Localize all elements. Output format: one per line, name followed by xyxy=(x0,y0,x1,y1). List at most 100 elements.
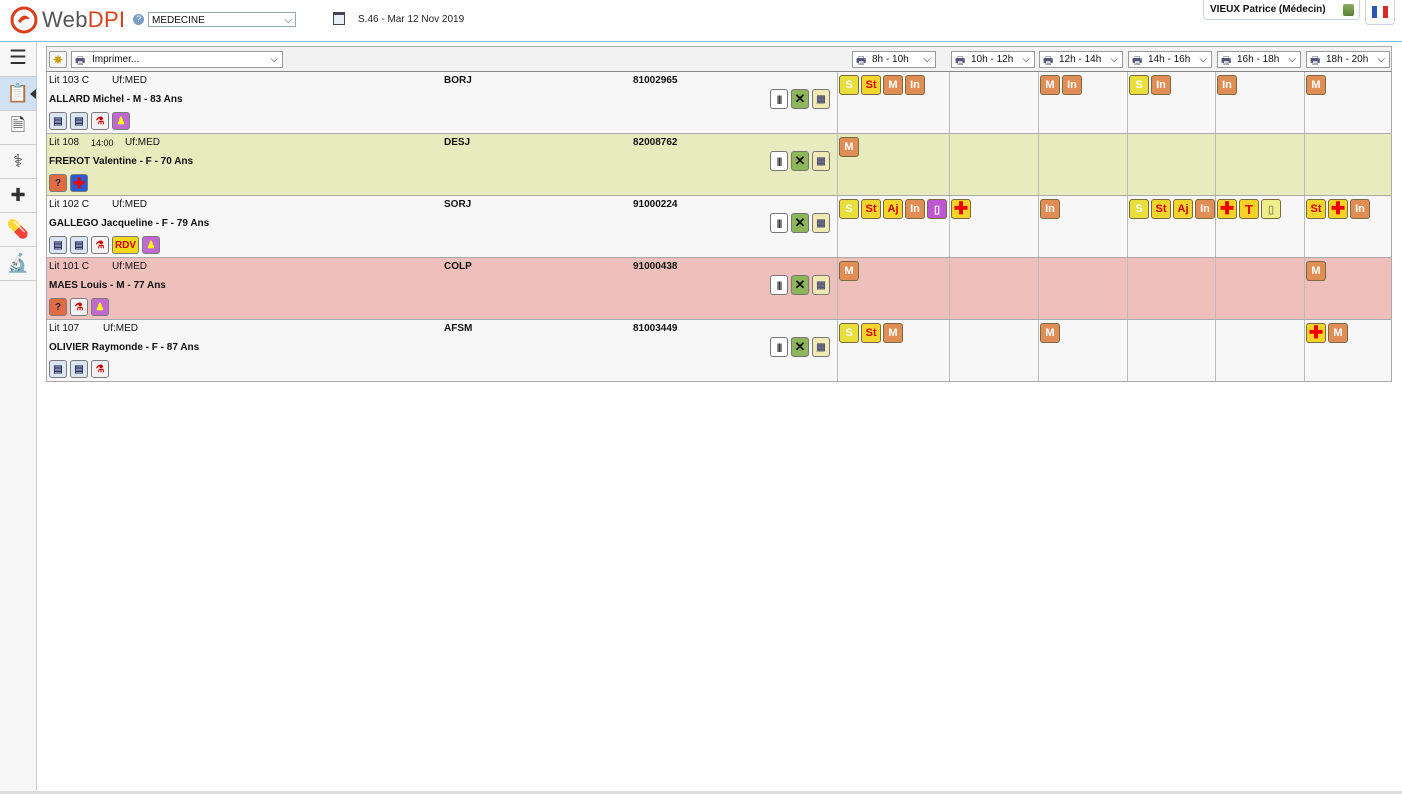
calculator-icon[interactable]: ▦ xyxy=(812,151,830,171)
care-in-icon[interactable]: In xyxy=(1217,75,1237,95)
care-m-icon[interactable]: M xyxy=(1040,75,1060,95)
close-icon[interactable]: ✕ xyxy=(791,89,809,109)
care-in-icon[interactable]: In xyxy=(1062,75,1082,95)
close-icon[interactable]: ✕ xyxy=(791,151,809,171)
care-cross-icon[interactable]: ✚ xyxy=(1217,199,1237,219)
care-s-icon[interactable]: S xyxy=(1129,199,1149,219)
barcode-icon[interactable]: ||| xyxy=(770,337,788,357)
care-cross-icon[interactable]: ✚ xyxy=(1328,199,1348,219)
care-aj-icon[interactable]: Aj xyxy=(1173,199,1193,219)
calculator-icon[interactable]: ▦ xyxy=(812,213,830,233)
care-in-icon[interactable]: In xyxy=(905,75,925,95)
care-m-icon[interactable]: M xyxy=(839,261,859,281)
settings-gear-icon[interactable]: ✸ xyxy=(49,51,67,68)
patient-row[interactable]: Lit 107 Uf:MED OLIVIER Raymonde - F - 87 A… xyxy=(46,320,1392,382)
care-st-icon[interactable]: St xyxy=(861,323,881,343)
care-m-icon[interactable]: M xyxy=(1328,323,1348,343)
care-m-icon[interactable]: M xyxy=(1306,261,1326,281)
hamburger-menu-icon[interactable]: ☰ xyxy=(0,42,36,77)
care-in-icon[interactable]: In xyxy=(1350,199,1370,219)
print-select[interactable]: 🖶 Imprimer... ⌵ xyxy=(71,51,283,68)
care-docy-icon[interactable]: ▯ xyxy=(1261,199,1281,219)
document-list-icon[interactable]: ▤ xyxy=(49,112,67,130)
care-m-icon[interactable]: M xyxy=(1040,323,1060,343)
care-s-icon[interactable]: S xyxy=(839,199,859,219)
sidebar-item-lab[interactable]: 🔬 xyxy=(0,247,36,281)
blood-tube-icon[interactable]: ⚗ xyxy=(91,112,109,130)
care-st-icon[interactable]: St xyxy=(861,75,881,95)
sidebar-item-records[interactable]: 🗎 xyxy=(0,111,36,145)
patient-name[interactable]: FREROT Valentine - F - 70 Ans xyxy=(49,156,194,167)
blood-tube-icon[interactable]: ⚗ xyxy=(70,298,88,316)
flask-icon[interactable]: ♟ xyxy=(142,236,160,254)
service-select[interactable]: MEDECINE ⌵ xyxy=(148,12,296,27)
sidebar-item-care-plan[interactable]: 📋 xyxy=(0,77,36,111)
document-list-icon[interactable]: ▤ xyxy=(70,236,88,254)
care-m-icon[interactable]: M xyxy=(839,137,859,157)
help-icon[interactable]: ? xyxy=(133,14,144,25)
patient-name[interactable]: GALLEGO Jacqueline - F - 79 Ans xyxy=(49,218,210,229)
patient-row[interactable]: Lit 103 C Uf:MED ALLARD Michel - M - 83 An… xyxy=(46,72,1392,134)
care-st-icon[interactable]: St xyxy=(1151,199,1171,219)
time-slot-select[interactable]: 🖶 16h - 18h ⌵ xyxy=(1217,51,1301,68)
care-st-icon[interactable]: St xyxy=(1306,199,1326,219)
close-icon[interactable]: ✕ xyxy=(791,213,809,233)
user-menu[interactable]: VIEUX Patrice (Médecin) xyxy=(1203,0,1360,20)
app-logo-text: WebDPI xyxy=(42,7,126,32)
care-m-icon[interactable]: M xyxy=(883,323,903,343)
question-icon[interactable]: ? xyxy=(49,174,67,192)
sidebar-item-consult[interactable]: ⚕ xyxy=(0,145,36,179)
patient-row[interactable]: Lit 102 C Uf:MED GALLEGO Jacqueline - F - … xyxy=(46,196,1392,258)
care-aj-icon[interactable]: Aj xyxy=(883,199,903,219)
care-s-icon[interactable]: S xyxy=(839,75,859,95)
blood-tube-icon[interactable]: ⚗ xyxy=(91,360,109,378)
care-t-icon[interactable]: T xyxy=(1239,199,1259,219)
time-slot-select[interactable]: 🖶 14h - 16h ⌵ xyxy=(1128,51,1212,68)
barcode-icon[interactable]: ||| xyxy=(770,151,788,171)
patient-name[interactable]: ALLARD Michel - M - 83 Ans xyxy=(49,94,183,105)
patient-name[interactable]: OLIVIER Raymonde - F - 87 Ans xyxy=(49,342,200,353)
red-cross-icon[interactable]: ✚ xyxy=(70,174,88,192)
time-slot-select[interactable]: 🖶 18h - 20h ⌵ xyxy=(1306,51,1390,68)
patient-name[interactable]: MAES Louis - M - 77 Ans xyxy=(49,280,166,291)
sidebar-item-care[interactable]: ✚ xyxy=(0,179,36,213)
document-list-icon[interactable]: ▤ xyxy=(70,360,88,378)
care-m-icon[interactable]: M xyxy=(1306,75,1326,95)
care-s-icon[interactable]: S xyxy=(1129,75,1149,95)
care-m-icon[interactable]: M xyxy=(883,75,903,95)
document-list-icon[interactable]: ▤ xyxy=(70,112,88,130)
calculator-icon[interactable]: ▦ xyxy=(812,275,830,295)
barcode-icon[interactable]: ||| xyxy=(770,89,788,109)
barcode-icon[interactable]: ||| xyxy=(770,275,788,295)
time-slot-select[interactable]: 🖶 8h - 10h ⌵ xyxy=(852,51,936,68)
rdv-badge[interactable]: RDV xyxy=(112,236,139,254)
barcode-icon[interactable]: ||| xyxy=(770,213,788,233)
time-slot-select[interactable]: 🖶 12h - 14h ⌵ xyxy=(1039,51,1123,68)
care-in-icon[interactable]: In xyxy=(905,199,925,219)
calculator-icon[interactable]: ▦ xyxy=(812,89,830,109)
logout-icon[interactable] xyxy=(1343,4,1354,16)
care-cross-icon[interactable]: ✚ xyxy=(951,199,971,219)
sidebar-item-meds[interactable]: 💊 xyxy=(0,213,36,247)
flask-icon[interactable]: ♟ xyxy=(112,112,130,130)
close-icon[interactable]: ✕ xyxy=(791,337,809,357)
care-cross-icon[interactable]: ✚ xyxy=(1306,323,1326,343)
patient-row[interactable]: Lit 108 14:00 Uf:MED FREROT Valentine - F -… xyxy=(46,134,1392,196)
calendar-icon[interactable] xyxy=(333,12,345,25)
care-in-icon[interactable]: In xyxy=(1040,199,1060,219)
calculator-icon[interactable]: ▦ xyxy=(812,337,830,357)
blood-tube-icon[interactable]: ⚗ xyxy=(91,236,109,254)
question-icon[interactable]: ? xyxy=(49,298,67,316)
flask-icon[interactable]: ♟ xyxy=(91,298,109,316)
close-icon[interactable]: ✕ xyxy=(791,275,809,295)
care-doc-icon[interactable]: ▯ xyxy=(927,199,947,219)
document-list-icon[interactable]: ▤ xyxy=(49,236,67,254)
care-s-icon[interactable]: S xyxy=(839,323,859,343)
patient-row[interactable]: Lit 101 C Uf:MED MAES Louis - M - 77 Ans CO… xyxy=(46,258,1392,320)
care-in-icon[interactable]: In xyxy=(1151,75,1171,95)
care-st-icon[interactable]: St xyxy=(861,199,881,219)
time-slot-select[interactable]: 🖶 10h - 12h ⌵ xyxy=(951,51,1035,68)
language-button[interactable] xyxy=(1365,0,1395,25)
document-list-icon[interactable]: ▤ xyxy=(49,360,67,378)
care-in-icon[interactable]: In xyxy=(1195,199,1215,219)
